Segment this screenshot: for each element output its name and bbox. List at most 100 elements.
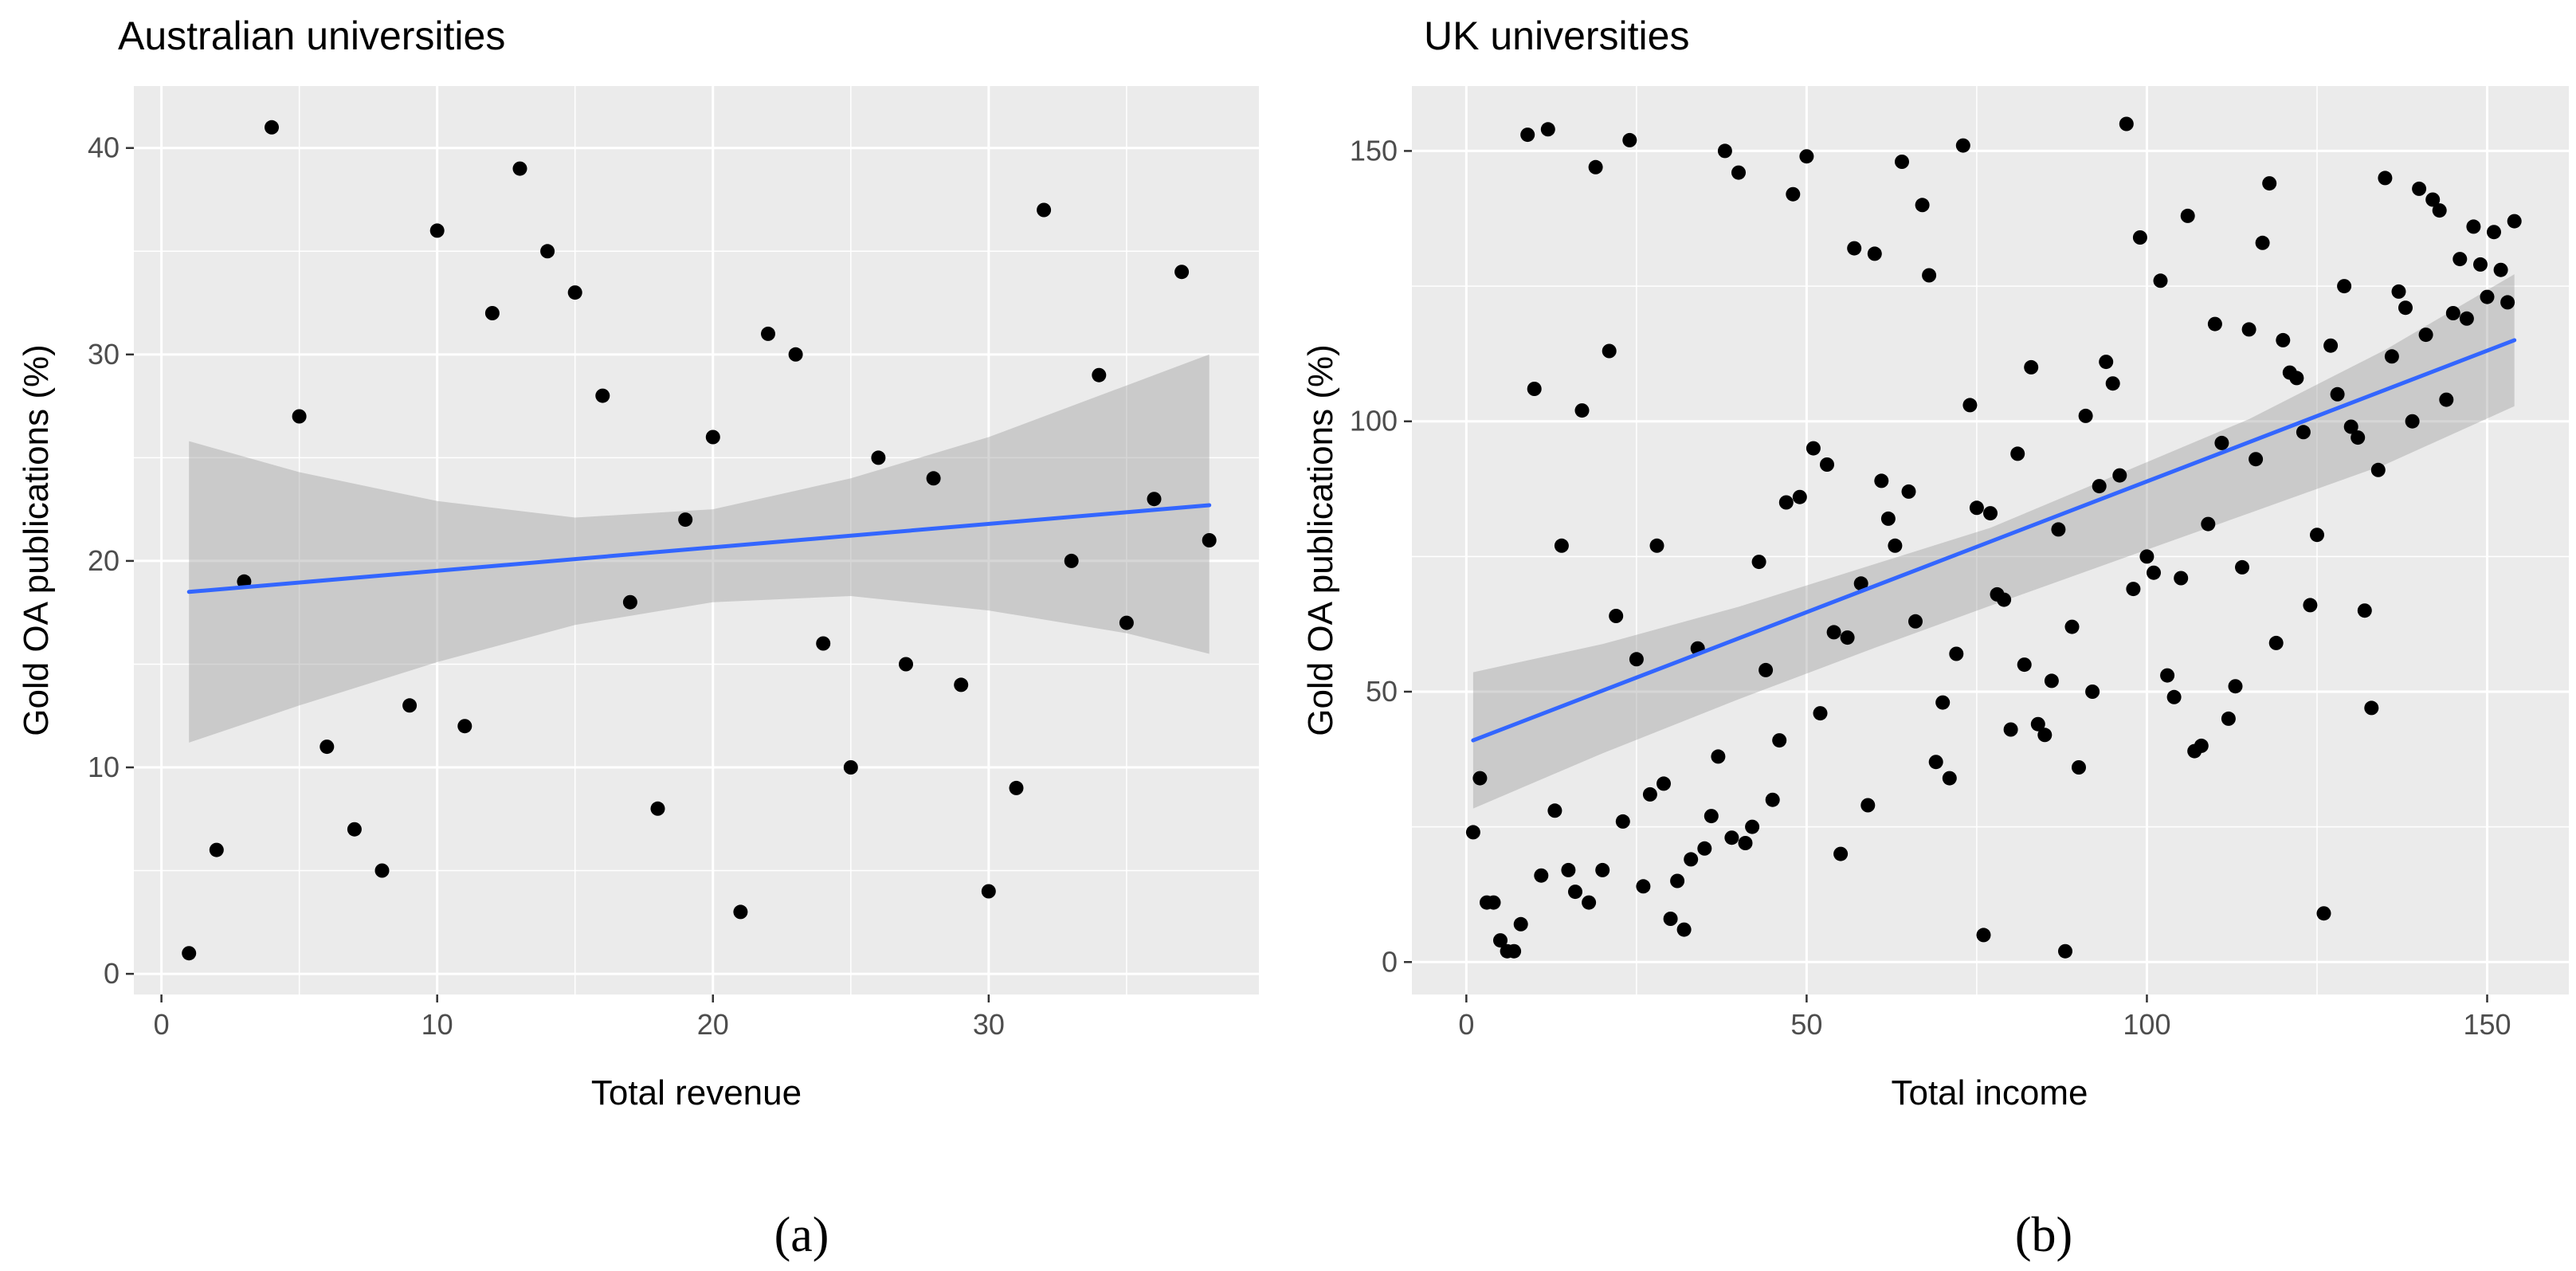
data-point [1534, 868, 1549, 883]
data-point [1684, 852, 1699, 867]
data-point [1901, 484, 1916, 499]
data-point [1962, 398, 1978, 413]
data-point [1772, 733, 1787, 748]
data-point [209, 842, 224, 857]
data-point [2384, 349, 2399, 364]
y-axis-label: Gold OA publications (%) [17, 344, 56, 736]
data-point [292, 409, 307, 424]
data-point [1493, 933, 1508, 948]
data-point [788, 347, 803, 362]
data-point [899, 657, 913, 672]
y-tick-label: 0 [1382, 945, 1398, 978]
x-tick-label: 10 [421, 1008, 453, 1041]
data-point [2262, 176, 2277, 191]
data-point [1922, 268, 1937, 283]
x-tick-label: 0 [1458, 1008, 1474, 1041]
panel-caption: (a) [774, 1208, 829, 1262]
x-tick-label: 150 [2463, 1008, 2511, 1041]
axis-ticks: 0 50 100 150 0 50 100 150 [1350, 134, 2511, 1041]
data-point [2493, 262, 2508, 277]
data-point [2303, 598, 2318, 613]
x-tick-label: 100 [2123, 1008, 2170, 1041]
data-point [2432, 203, 2447, 218]
y-tick-label: 100 [1350, 405, 1398, 437]
data-point [1942, 771, 1957, 786]
data-point [1731, 165, 1746, 180]
data-point [761, 326, 775, 341]
data-point [1969, 500, 1984, 516]
data-point [1037, 202, 1052, 218]
data-point [2078, 408, 2093, 423]
chart-title: UK universities [1424, 14, 1689, 58]
data-point [1657, 776, 1671, 791]
data-point [2412, 181, 2427, 196]
data-point [2085, 685, 2100, 699]
data-point [1602, 343, 1617, 359]
data-point [2357, 603, 2372, 618]
data-point [2473, 257, 2488, 272]
data-point [1568, 885, 1582, 900]
data-point [1540, 122, 1555, 137]
data-point [2466, 219, 2481, 234]
data-point [2337, 279, 2352, 294]
data-point [2351, 430, 2366, 445]
data-point [540, 244, 555, 259]
data-point [2268, 635, 2284, 650]
plot-panel [134, 86, 1259, 994]
data-point [1636, 879, 1651, 894]
data-point [2378, 171, 2393, 186]
y-tick-label: 20 [88, 544, 120, 577]
data-point [1574, 403, 1590, 418]
data-point [2030, 716, 2045, 732]
data-point [1799, 149, 1814, 164]
data-point [1888, 538, 1903, 553]
data-point [595, 388, 610, 403]
data-point [1554, 538, 1569, 553]
data-point [1786, 186, 1801, 202]
data-point [1983, 506, 1998, 521]
chart-australian-universities: Australian universities 0 10 20 30 0 10 20 30 40… [17, 14, 1259, 1262]
data-point [1642, 787, 1657, 802]
data-point [2235, 559, 2249, 575]
data-point [2194, 738, 2209, 753]
data-point [926, 471, 941, 486]
data-point [1649, 538, 1664, 553]
data-point [1547, 803, 1562, 818]
data-point [1908, 614, 1923, 629]
data-point [2112, 468, 2127, 483]
data-point [1711, 749, 1726, 764]
data-point [2439, 392, 2454, 407]
data-point [1765, 792, 1780, 807]
data-point [2119, 116, 2134, 131]
chart-uk-universities: UK universities 0 50 100 150 0 50 100 150 Total… [1301, 14, 2569, 1262]
data-point [622, 594, 637, 610]
data-point [2017, 657, 2032, 673]
data-point [1588, 159, 1603, 175]
data-point [2139, 549, 2155, 564]
data-point [2126, 582, 2141, 597]
fit-line [1471, 338, 2517, 743]
data-point [1622, 132, 1637, 147]
data-point [1465, 825, 1480, 840]
data-point [1595, 862, 1610, 877]
data-point [1520, 127, 1535, 143]
data-point [2147, 565, 2161, 580]
data-point [1472, 771, 1488, 786]
data-point [2249, 452, 2264, 467]
data-point [2459, 311, 2474, 326]
data-point [1949, 646, 1964, 661]
chart-title: Australian universities [118, 14, 505, 58]
panel-caption: (b) [2015, 1208, 2072, 1262]
data-point [1813, 706, 1828, 721]
data-point [2316, 906, 2331, 921]
axis-ticks: 0 10 20 30 0 10 20 30 40 [88, 131, 1005, 1041]
data-point [2289, 371, 2304, 386]
data-point [2105, 376, 2120, 391]
data-point [2296, 425, 2311, 440]
data-point [2255, 235, 2270, 250]
data-point [2044, 673, 2059, 688]
data-point [1717, 143, 1732, 159]
data-point [1670, 873, 1685, 889]
data-point [1629, 652, 1644, 667]
